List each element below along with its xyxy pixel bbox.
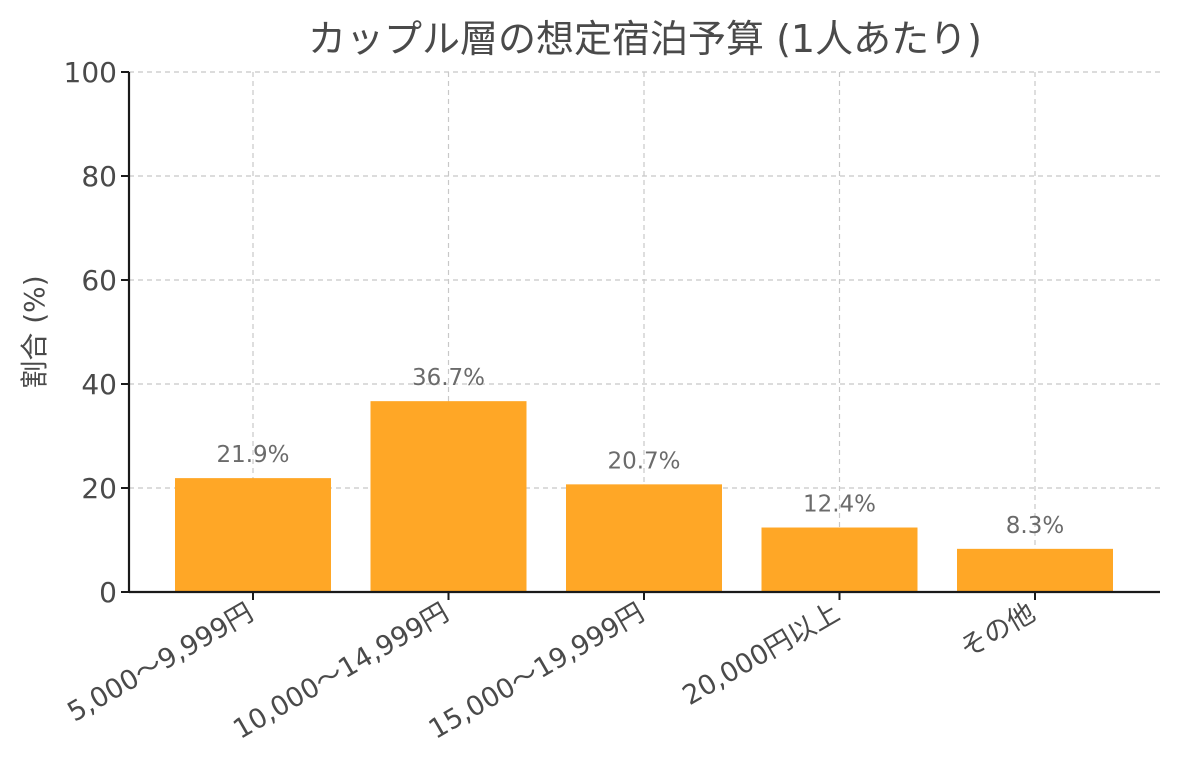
bar-5: [957, 548, 1113, 592]
y-tick-label: 40: [81, 368, 117, 401]
y-tick-label: 80: [81, 160, 117, 193]
bar-3: [566, 484, 722, 592]
bar-value-label: 21.9%: [216, 442, 289, 468]
bar-value-label: 8.3%: [1006, 513, 1064, 539]
bars: [175, 401, 1113, 592]
bar-4: [761, 527, 918, 592]
y-tick-label: 0: [99, 576, 117, 609]
chart-title: カップル層の想定宿泊予算 (1人あたり): [308, 17, 982, 61]
y-tick-label: 20: [81, 472, 117, 505]
y-axis-label: 割合 (%): [18, 275, 51, 388]
bar-value-label: 36.7%: [412, 365, 485, 391]
bar-1: [175, 478, 331, 592]
bar-value-label: 20.7%: [607, 448, 680, 474]
y-tick-label: 60: [81, 264, 117, 297]
axes: [121, 71, 1160, 600]
bar-value-label: 12.4%: [803, 492, 876, 518]
bar-2: [370, 401, 527, 592]
y-tick-label: 100: [64, 56, 117, 89]
